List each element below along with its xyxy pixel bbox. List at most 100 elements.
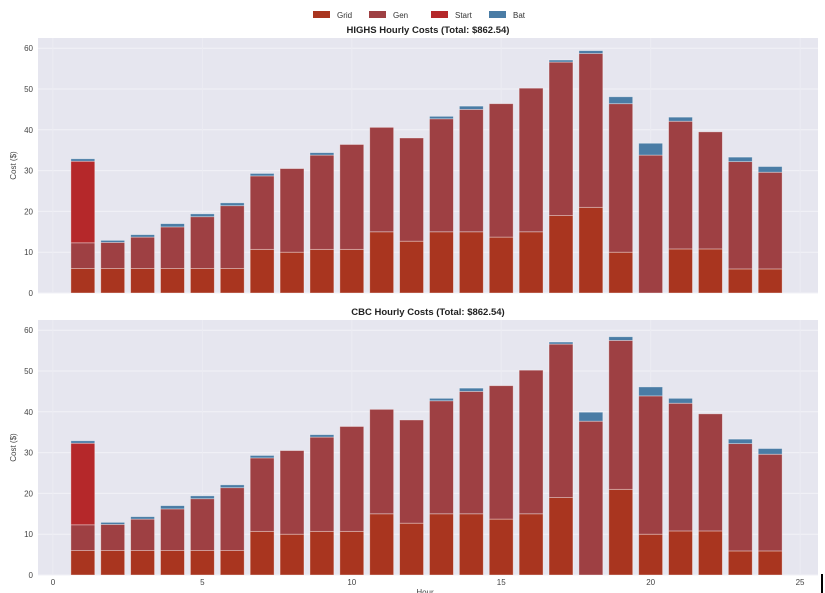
y-axis-label: Cost ($) (9, 151, 18, 180)
bar-bat-hour-17 (548, 59, 574, 63)
bar-gen-hour-10 (339, 144, 365, 250)
bar-bat-hour-20 (638, 386, 663, 397)
chart-title: HIGHS Hourly Costs (Total: $862.54) (347, 25, 510, 36)
bar-grid-hour-8 (279, 533, 305, 576)
bar-bat-hour-18 (578, 50, 604, 54)
bar-bat-hour-14 (458, 105, 484, 110)
bar-gen-hour-10 (339, 426, 365, 532)
bar-bat-hour-2 (100, 521, 126, 525)
bar-grid-hour-19 (608, 251, 634, 294)
bar-grid-hour-5 (190, 268, 215, 294)
bar-gen-hour-21 (668, 120, 693, 250)
bar-grid-hour-2 (100, 550, 126, 576)
bar-gen-hour-23 (727, 161, 753, 270)
x-axis-label: Hour (416, 588, 434, 593)
chart-highs: 0 10 20 30 40 50 60 HIGHS Hourly Costs (Total: … (9, 25, 818, 298)
bar-start-hour-1 (70, 442, 96, 526)
bar-gen-hour-8 (279, 168, 305, 253)
bar-gen-hour-19 (608, 103, 634, 253)
bar-grid-hour-16 (518, 513, 544, 576)
x-tick-label: 25 (796, 578, 805, 587)
x-tick-label: 0 (51, 578, 56, 587)
bar-grid-hour-12 (399, 522, 424, 576)
bar-gen-hour-19 (608, 339, 634, 490)
bar-gen-hour-24 (757, 171, 783, 270)
y-tick-label: 10 (24, 248, 33, 257)
bar-gen-hour-18 (578, 420, 604, 576)
bar-grid-hour-13 (429, 513, 454, 576)
bar-grid-hour-16 (518, 231, 544, 294)
bar-gen-hour-22 (698, 413, 723, 532)
x-tick-label: 5 (200, 578, 205, 587)
bar-grid-hour-6 (219, 268, 245, 294)
bar-grid-hour-2 (100, 268, 126, 294)
bar-gen-hour-5 (190, 216, 215, 269)
legend-swatch (369, 11, 386, 18)
bar-start-hour-1 (70, 160, 96, 244)
bar-grid-hour-1 (70, 550, 96, 576)
bar-grid-hour-19 (608, 488, 634, 576)
bar-gen-hour-14 (458, 390, 484, 515)
bar-bat-hour-21 (668, 116, 693, 122)
chart-title: CBC Hourly Costs (Total: $862.54) (351, 307, 504, 318)
bar-gen-hour-4 (160, 508, 185, 551)
bar-gen-hour-4 (160, 226, 185, 269)
bar-grid-hour-24 (757, 550, 783, 576)
bar-gen-hour-3 (130, 518, 155, 551)
bar-grid-hour-9 (309, 530, 335, 576)
y-tick-label: 50 (24, 85, 33, 94)
bar-bat-hour-9 (309, 152, 335, 156)
legend-label: Gen (393, 11, 408, 20)
bar-gen-hour-20 (638, 154, 663, 294)
y-tick-label: 20 (24, 207, 33, 216)
bar-bat-hour-6 (219, 202, 245, 207)
bar-bat-hour-20 (638, 142, 663, 156)
legend-item-gen: Gen (369, 11, 408, 20)
bar-grid-hour-3 (130, 550, 155, 576)
bar-gen-hour-13 (429, 400, 454, 515)
bar-bat-hour-19 (608, 96, 634, 105)
bar-gen-hour-16 (518, 87, 544, 233)
bar-bat-hour-2 (100, 239, 126, 243)
bar-bat-hour-7 (249, 455, 275, 459)
bar-gen-hour-7 (249, 175, 275, 250)
bar-gen-hour-14 (458, 109, 484, 233)
y-tick-label: 0 (29, 289, 34, 298)
bar-gen-hour-6 (219, 205, 245, 269)
legend-label: Grid (337, 11, 352, 20)
bar-bat-hour-14 (458, 387, 484, 392)
bar-bat-hour-1 (70, 158, 96, 162)
bar-gen-hour-22 (698, 131, 723, 250)
legend-item-grid: Grid (313, 11, 352, 20)
bar-gen-hour-18 (578, 53, 604, 208)
bar-bat-hour-3 (130, 516, 155, 520)
bar-gen-hour-12 (399, 419, 424, 524)
legend-swatch (431, 11, 448, 18)
bar-gen-hour-15 (488, 385, 514, 520)
bar-grid-hour-22 (698, 248, 723, 294)
bar-gen-hour-9 (309, 154, 335, 250)
bar-bat-hour-23 (727, 438, 753, 445)
bar-bat-hour-1 (70, 440, 96, 444)
bar-bat-hour-18 (578, 411, 604, 422)
bar-grid-hour-7 (249, 530, 275, 576)
y-tick-label: 50 (24, 367, 33, 376)
bar-grid-hour-5 (190, 550, 215, 576)
bar-grid-hour-12 (399, 240, 424, 294)
bar-bat-hour-19 (608, 336, 634, 341)
bar-grid-hour-22 (698, 530, 723, 576)
bar-gen-hour-21 (668, 402, 693, 532)
bar-gen-hour-6 (219, 487, 245, 551)
bar-grid-hour-4 (160, 268, 185, 294)
y-tick-label: 60 (24, 326, 33, 335)
bar-bat-hour-6 (219, 484, 245, 489)
bar-grid-hour-6 (219, 550, 245, 576)
bar-gen-hour-11 (369, 126, 395, 233)
y-tick-label: 0 (29, 571, 34, 580)
y-tick-label: 30 (24, 167, 33, 176)
bar-bat-hour-21 (668, 397, 693, 404)
bar-bat-hour-5 (190, 213, 215, 218)
bar-grid-hour-23 (727, 550, 753, 576)
bar-gen-hour-1 (70, 242, 96, 269)
